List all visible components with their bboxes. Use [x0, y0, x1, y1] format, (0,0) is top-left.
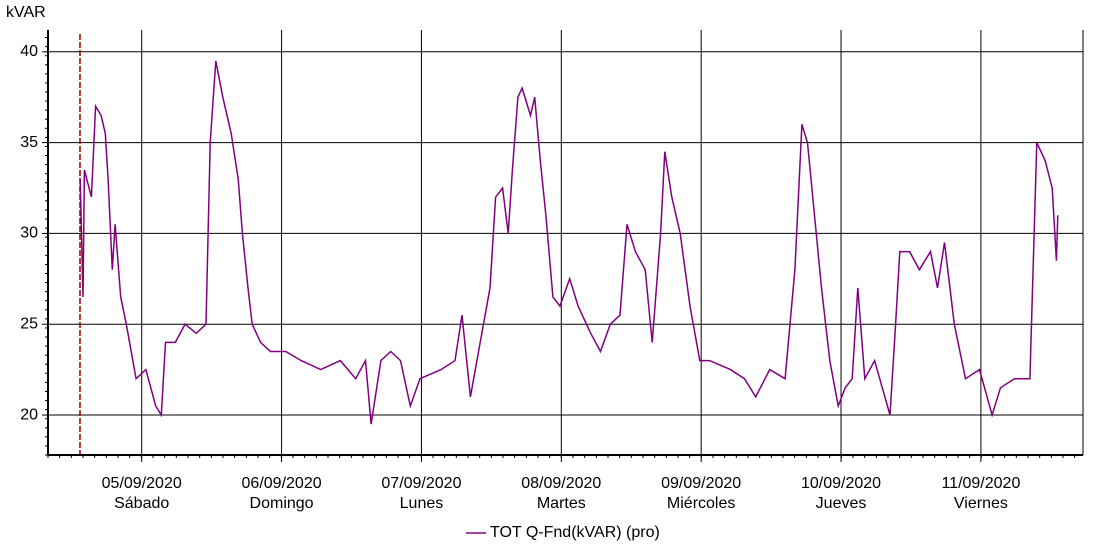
- x-tick-label: 10/09/2020: [801, 475, 881, 492]
- x-tick-day: Domingo: [250, 495, 314, 512]
- x-tick-day: Viernes: [954, 495, 1008, 512]
- x-tick-label: 05/09/2020: [102, 475, 182, 492]
- x-tick-label: 06/09/2020: [242, 475, 322, 492]
- x-tick-day: Martes: [537, 495, 586, 512]
- y-tick-label: 25: [20, 315, 38, 332]
- x-tick-label: 09/09/2020: [661, 475, 741, 492]
- x-tick-label: 07/09/2020: [381, 475, 461, 492]
- y-tick-label: 40: [20, 43, 38, 60]
- y-tick-label: 35: [20, 134, 38, 151]
- x-tick-day: Jueves: [816, 495, 867, 512]
- x-tick-label: 11/09/2020: [941, 475, 1020, 492]
- data-line: [79, 60, 1059, 425]
- y-tick-label: 30: [20, 225, 38, 242]
- legend-label: TOT Q-Fnd(kVAR) (pro): [490, 524, 660, 541]
- x-tick-day: Miércoles: [667, 495, 735, 512]
- x-tick-day: Sábado: [114, 495, 169, 512]
- x-tick-label: 08/09/2020: [521, 475, 601, 492]
- y-axis-label: kVAR: [6, 4, 46, 21]
- x-tick-day: Lunes: [400, 495, 444, 512]
- y-tick-label: 20: [20, 406, 38, 423]
